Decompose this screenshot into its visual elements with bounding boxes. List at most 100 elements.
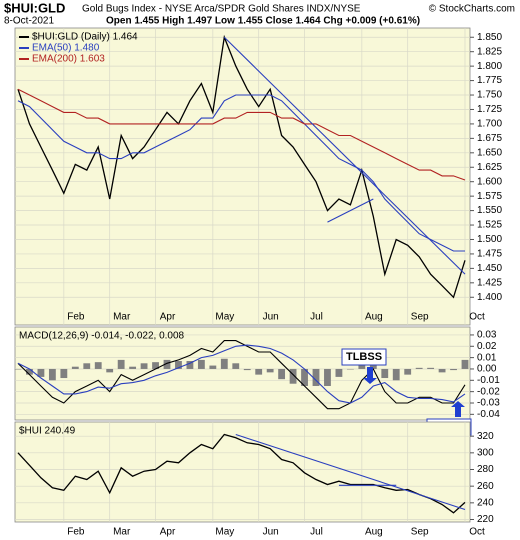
trendline bbox=[327, 198, 374, 223]
y-tick-label: 1.525 bbox=[477, 220, 502, 231]
source: © StockCharts.com bbox=[429, 4, 515, 15]
y-tick-label: 1.425 bbox=[477, 277, 502, 288]
histogram-bar bbox=[37, 368, 45, 377]
histogram-bar bbox=[278, 368, 286, 380]
plot-area bbox=[14, 421, 471, 523]
x-tick-label: Oct bbox=[469, 312, 485, 323]
x-tick-label: Jul bbox=[310, 527, 323, 538]
histogram-bar bbox=[129, 366, 137, 369]
series-line bbox=[17, 344, 466, 404]
histogram-bar bbox=[117, 359, 125, 369]
y-tick-label: 0.01 bbox=[477, 352, 497, 363]
y-tick-label: 1.675 bbox=[477, 133, 502, 144]
x-tick-label: Feb bbox=[67, 527, 85, 538]
y-tick-label: 1.575 bbox=[477, 191, 502, 202]
y-tick-label: 1.725 bbox=[477, 104, 502, 115]
y-tick-label: -0.01 bbox=[477, 375, 500, 386]
panel-label: $HUI 240.49 bbox=[19, 426, 76, 437]
series-line bbox=[17, 94, 465, 252]
y-tick-label: 1.800 bbox=[477, 61, 502, 72]
series-line bbox=[17, 34, 466, 299]
histogram-bar bbox=[346, 368, 354, 370]
x-tick-label: Apr bbox=[160, 527, 176, 538]
y-tick-label: 260 bbox=[477, 481, 494, 492]
histogram-bar bbox=[71, 366, 79, 369]
trendline bbox=[235, 433, 466, 511]
histogram-bar bbox=[427, 367, 435, 369]
annotation-arrow bbox=[363, 367, 377, 384]
annotation-box bbox=[341, 348, 387, 366]
y-tick-label: -0.02 bbox=[477, 386, 500, 397]
chart-subtitle: Gold Bugs Index - NYSE Arca/SPDR Gold Sh… bbox=[82, 4, 361, 15]
histogram-bar bbox=[404, 368, 412, 375]
y-tick-label: 1.500 bbox=[477, 234, 502, 245]
x-tick-label: Aug bbox=[365, 312, 383, 323]
legend-label: EMA(200) 1.603 bbox=[32, 54, 105, 65]
y-tick-label: 1.850 bbox=[477, 32, 502, 43]
histogram-bar bbox=[243, 368, 251, 371]
histogram-bar bbox=[335, 368, 343, 377]
y-tick-label: 1.625 bbox=[477, 162, 502, 173]
histogram-bar bbox=[83, 363, 91, 369]
x-tick-label: Aug bbox=[365, 527, 383, 538]
x-tick-label: Apr bbox=[160, 312, 176, 323]
histogram-bar bbox=[152, 362, 159, 369]
y-tick-label: 1.750 bbox=[477, 90, 502, 101]
x-tick-label: May bbox=[215, 312, 234, 323]
y-tick-label: 1.550 bbox=[477, 205, 502, 216]
trendline bbox=[223, 36, 466, 275]
y-tick-label: -0.03 bbox=[477, 398, 500, 409]
histogram-bar bbox=[289, 368, 297, 384]
histogram-bar bbox=[60, 368, 68, 379]
histogram-bar bbox=[186, 361, 194, 369]
x-tick-label: Mar bbox=[113, 312, 131, 323]
x-tick-label: Jun bbox=[263, 527, 279, 538]
histogram-bar bbox=[392, 368, 400, 381]
y-tick-label: 240 bbox=[477, 497, 494, 508]
y-tick-label: 1.775 bbox=[477, 75, 502, 86]
series-line bbox=[17, 433, 466, 514]
histogram-bar bbox=[232, 363, 240, 369]
plot-area bbox=[14, 27, 471, 326]
series-line bbox=[17, 88, 466, 181]
histogram-bar bbox=[140, 363, 148, 369]
histogram-bar bbox=[220, 358, 228, 369]
date: 8-Oct-2021 bbox=[4, 16, 54, 27]
histogram-bar bbox=[163, 359, 171, 369]
chart-title: $HUI:GLD bbox=[4, 0, 65, 15]
histogram-bar bbox=[14, 368, 22, 370]
histogram-bar bbox=[312, 368, 320, 386]
legend-label: $HUI:GLD (Daily) 1.464 bbox=[32, 32, 138, 43]
histogram-bar bbox=[301, 368, 308, 386]
y-tick-label: 1.650 bbox=[477, 147, 502, 158]
histogram-bar bbox=[175, 361, 182, 369]
y-tick-label: 220 bbox=[477, 514, 494, 525]
y-tick-label: 300 bbox=[477, 447, 494, 458]
histogram-bar bbox=[381, 368, 389, 379]
histogram-bar bbox=[266, 368, 274, 373]
x-tick-label: Oct bbox=[469, 527, 485, 538]
y-tick-label: 1.400 bbox=[477, 292, 502, 303]
y-tick-label: 1.700 bbox=[477, 119, 502, 130]
histogram-bar bbox=[209, 365, 217, 369]
histogram-bar bbox=[438, 368, 446, 373]
histogram-bar bbox=[255, 368, 263, 375]
y-tick-label: 1.600 bbox=[477, 176, 502, 187]
y-tick-label: 280 bbox=[477, 464, 494, 475]
x-tick-label: Mar bbox=[113, 527, 131, 538]
annotation-label: TLBSS bbox=[346, 351, 382, 363]
x-tick-label: Jun bbox=[263, 312, 279, 323]
y-tick-label: 0.02 bbox=[477, 341, 497, 352]
legend-label: EMA(50) 1.480 bbox=[32, 43, 100, 54]
panel-label: MACD(12,26,9) -0.014, -0.022, 0.008 bbox=[19, 331, 185, 342]
histogram-bar bbox=[415, 367, 423, 369]
x-tick-label: Sep bbox=[411, 527, 429, 538]
y-tick-label: 1.825 bbox=[477, 46, 502, 57]
histogram-bar bbox=[94, 362, 102, 369]
histogram-bar bbox=[324, 368, 331, 386]
x-tick-label: Sep bbox=[411, 312, 429, 323]
x-tick-label: Feb bbox=[67, 312, 85, 323]
y-tick-label: 320 bbox=[477, 431, 494, 442]
